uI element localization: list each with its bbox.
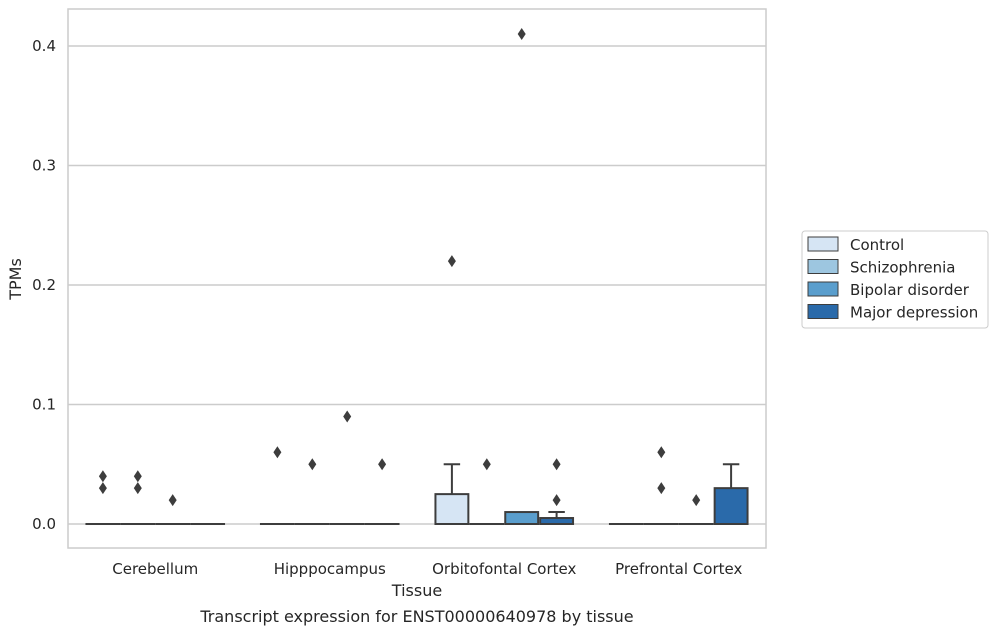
box-3-1 xyxy=(643,446,679,526)
box-1-3 xyxy=(364,458,400,526)
legend-swatch xyxy=(807,236,839,252)
outlier-point xyxy=(343,410,352,423)
outlier-point xyxy=(98,482,107,495)
plot-area xyxy=(85,28,749,526)
box-0-0 xyxy=(85,470,121,526)
legend: Control Schizophrenia Bipolar disorder Majo… xyxy=(801,230,989,329)
box-body xyxy=(434,493,470,525)
x-tick-label: Prefrontal Cortex xyxy=(615,560,742,578)
y-tick-labels: 0.0 0.1 0.2 0.3 0.4 xyxy=(32,37,56,533)
box-2-3 xyxy=(539,458,575,526)
box-body xyxy=(713,487,749,525)
box-1-1 xyxy=(294,458,330,526)
box-body xyxy=(504,511,540,525)
outlier-point xyxy=(273,446,282,459)
box-3-3 xyxy=(713,463,749,525)
y-tick-label: 0.3 xyxy=(32,157,56,175)
y-axis-label: TPMs xyxy=(6,258,25,301)
outlier-point xyxy=(98,470,107,483)
box-1-0 xyxy=(259,446,295,526)
outlier-point xyxy=(133,470,142,483)
box-0-2 xyxy=(155,494,191,526)
outlier-point xyxy=(517,28,526,41)
y-tick-label: 0.0 xyxy=(32,515,56,533)
figure-caption: Transcript expression for ENST0000064097… xyxy=(199,607,633,626)
box-1-2 xyxy=(329,410,365,526)
outlier-point xyxy=(447,255,456,268)
x-tick-label: Orbitofontal Cortex xyxy=(432,560,576,578)
legend-frame xyxy=(801,230,989,329)
outlier-point xyxy=(133,482,142,495)
x-tick-label: Cerebellum xyxy=(112,560,198,578)
legend-label: Bipolar disorder xyxy=(850,281,970,299)
outlier-point xyxy=(552,458,561,471)
box-3-2 xyxy=(678,494,714,526)
box-2-0 xyxy=(434,255,470,525)
legend-label: Schizophrenia xyxy=(850,259,955,277)
outlier-point xyxy=(482,458,491,471)
y-tick-label: 0.2 xyxy=(32,276,56,294)
outlier-point xyxy=(657,482,666,495)
legend-swatch xyxy=(807,259,839,274)
legend-label: Control xyxy=(850,236,904,254)
plot-frame xyxy=(67,8,767,549)
legend-swatch xyxy=(807,281,839,297)
box-2-1 xyxy=(469,458,505,526)
outlier-point xyxy=(552,494,561,507)
x-tick-labels: Cerebellum Hipppocampus Orbitofontal Corte… xyxy=(112,560,742,578)
outlier-point xyxy=(168,494,177,507)
x-tick-label: Hipppocampus xyxy=(274,560,386,578)
y-tick-label: 0.4 xyxy=(32,37,56,55)
outlier-point xyxy=(692,494,701,507)
x-axis-label: Tissue xyxy=(391,581,442,600)
outlier-point xyxy=(378,458,387,471)
box-2-2 xyxy=(504,28,540,525)
outlier-point xyxy=(657,446,666,459)
legend-label: Major depression xyxy=(850,304,978,322)
outlier-point xyxy=(308,458,317,471)
y-tick-label: 0.1 xyxy=(32,396,56,414)
legend-swatch xyxy=(807,304,839,319)
box-0-1 xyxy=(120,470,156,526)
